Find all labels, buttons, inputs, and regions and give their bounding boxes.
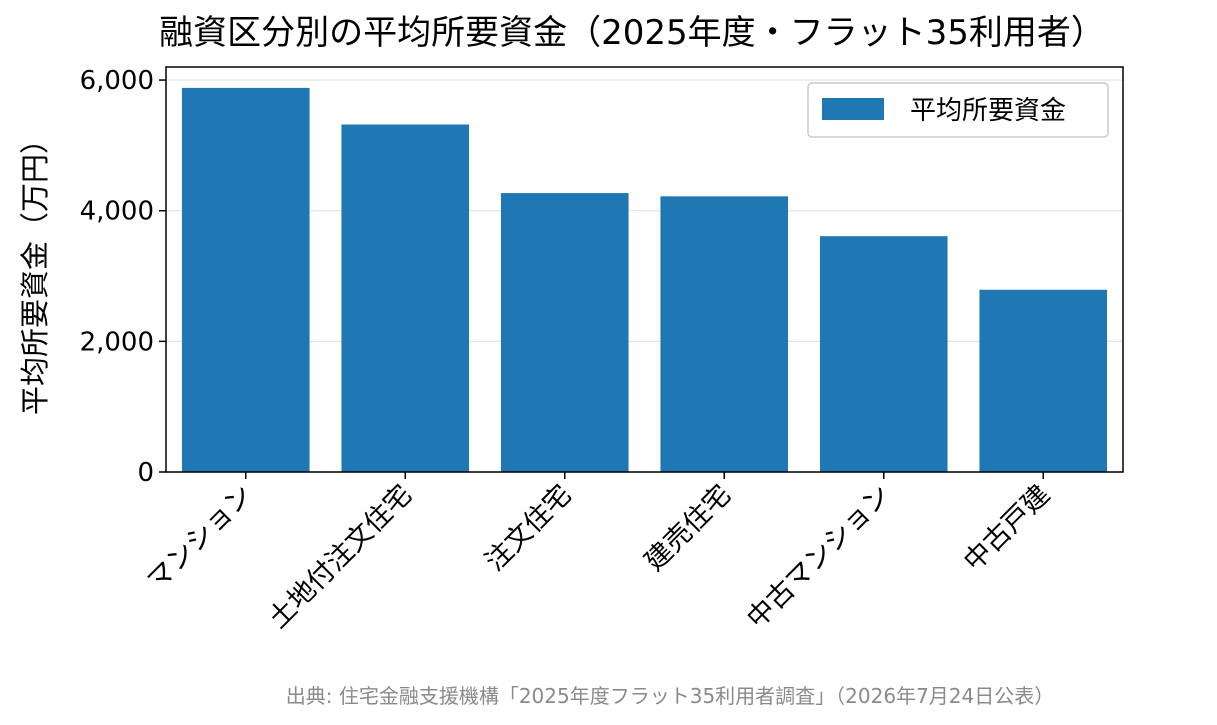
legend-label: 平均所要資金: [910, 96, 1066, 126]
bars: [181, 87, 1108, 473]
x-axis-ticks: マンション 土地付注文住宅 注文住宅 建売住宅 中古マンション 中古戸建: [141, 472, 1056, 635]
bar: [181, 87, 310, 472]
y-tick-label: 4,000: [80, 197, 154, 227]
bar: [660, 196, 789, 472]
y-axis-label: 平均所要資金（万円）: [18, 125, 52, 415]
y-tick-label: 0: [137, 458, 154, 488]
x-tick-label: 中古戸建: [958, 479, 1056, 577]
chart-title: 融資区分別の平均所要資金（2025年度・フラット35利用者）: [159, 13, 1105, 53]
legend-swatch: [822, 98, 884, 120]
bar: [500, 193, 629, 473]
x-tick-label: 建売住宅: [639, 479, 737, 577]
x-tick-label: マンション: [141, 479, 258, 596]
x-tick-label: 注文住宅: [479, 479, 577, 577]
bar: [341, 124, 470, 472]
legend: 平均所要資金: [807, 82, 1109, 138]
x-tick-label: 土地付注文住宅: [263, 479, 419, 635]
bar: [979, 289, 1108, 472]
x-tick-label: 中古マンション: [741, 479, 897, 635]
bar: [819, 236, 948, 472]
y-tick-label: 2,000: [80, 327, 154, 357]
legend-frame: [807, 82, 1109, 138]
source-note: 出典: 住宅金融支援機構「2025年度フラット35利用者調査」（2026年7月2…: [286, 684, 1055, 708]
y-tick-label: 6,000: [80, 66, 154, 96]
y-axis-ticks: 0 2,000 4,000 6,000: [80, 66, 166, 488]
plot-area-frame: [165, 66, 1124, 473]
